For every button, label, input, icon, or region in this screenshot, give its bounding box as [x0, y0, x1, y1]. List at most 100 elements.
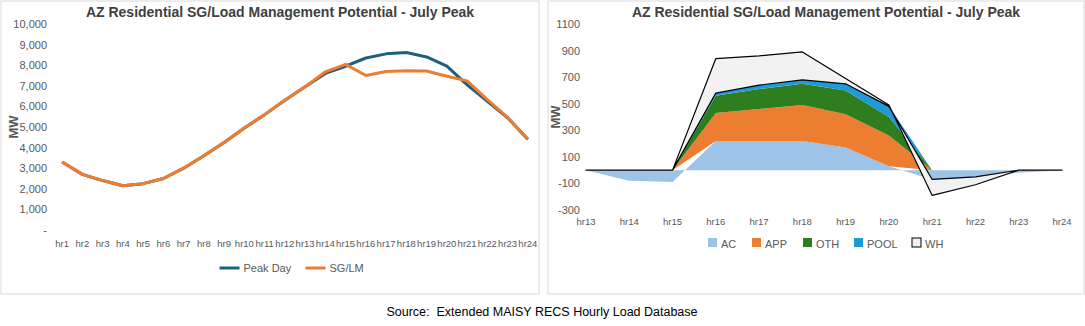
chart: AZ Residential SG/Load Management Potent… — [1, 1, 539, 294]
chart-title: AZ Residential SG/Load Management Potent… — [86, 4, 474, 20]
y-tick-label: -100 — [558, 177, 580, 189]
x-tick-label: hr22 — [966, 216, 985, 227]
source-note: Source: Extended MAISY RECS Hourly Load … — [386, 305, 697, 319]
legend-swatch — [912, 238, 921, 247]
chart-title: AZ Residential SG/Load Management Potent… — [632, 4, 1020, 20]
y-tick — [582, 156, 584, 157]
x-tick-label: hr13 — [296, 238, 315, 249]
series-line — [62, 64, 528, 185]
x-tick-label: hr7 — [177, 238, 191, 249]
x-tick-label: hr17 — [377, 238, 396, 249]
x-tick-label: hr18 — [397, 238, 416, 249]
x-tick-label: hr19 — [836, 216, 855, 227]
x-tick-label: hr17 — [750, 216, 769, 227]
y-tick — [582, 103, 584, 104]
y-tick-label: 1,000 — [19, 203, 47, 215]
series-area — [586, 84, 1062, 170]
legend-label: APP — [765, 238, 787, 250]
y-tick-label: 8,000 — [19, 59, 47, 71]
y-tick — [582, 183, 584, 184]
y-tick — [49, 209, 51, 210]
legend-label: POOL — [867, 238, 898, 250]
legend-label: Peak Day — [244, 262, 292, 274]
y-tick — [582, 210, 584, 211]
y-tick — [49, 106, 51, 107]
x-tick-label: hr16 — [356, 238, 375, 249]
x-tick-label: hr22 — [478, 238, 497, 249]
x-tick-label: hr14 — [620, 216, 639, 227]
plot-area — [62, 52, 528, 185]
y-tick — [49, 65, 51, 66]
x-tick-label: hr11 — [255, 238, 273, 249]
x-tick-label: hr4 — [116, 238, 130, 249]
x-tick-label: hr15 — [336, 238, 355, 249]
x-tick-label: hr20 — [879, 216, 898, 227]
y-tick-label: 300 — [562, 124, 580, 136]
chart-frame — [548, 1, 1084, 294]
y-tick — [582, 50, 584, 51]
legend: AC APP OTH POOL WH — [708, 238, 943, 250]
x-tick-label: hr16 — [706, 216, 725, 227]
y-tick — [49, 147, 51, 148]
x-tick-label: hr14 — [316, 238, 335, 249]
legend-label: WH — [925, 238, 943, 250]
x-tick-label: hr10 — [235, 238, 254, 249]
y-tick-label: -300 — [558, 204, 580, 216]
y-tick-label: 100 — [562, 151, 580, 163]
y-tick-label: 5,000 — [19, 121, 47, 133]
x-tick-label: hr13 — [576, 216, 595, 227]
x-tick-label: hr21 — [458, 238, 477, 249]
y-tick-label: 7,000 — [19, 80, 47, 92]
x-tick-label: hr23 — [1009, 216, 1028, 227]
legend-label: AC — [721, 238, 736, 250]
x-tick-label: hr3 — [96, 238, 110, 249]
y-tick — [582, 130, 584, 131]
legend-label: OTH — [816, 238, 839, 250]
x-tick-label: hr5 — [136, 238, 150, 249]
y-tick — [582, 77, 584, 78]
x-tick-label: hr19 — [417, 238, 436, 249]
x-tick-label: hr24 — [518, 238, 537, 249]
x-tick-label: hr23 — [498, 238, 517, 249]
x-tick-label: hr6 — [157, 238, 171, 249]
x-tick-label: hr8 — [197, 238, 211, 249]
x-tick-label: hr18 — [793, 216, 812, 227]
y-tick-label: 500 — [562, 98, 580, 110]
series-line — [62, 52, 528, 185]
legend-swatch — [854, 238, 863, 247]
series-area — [586, 80, 1062, 170]
y-tick — [49, 44, 51, 45]
legend-swatch — [752, 238, 761, 247]
chart-frame — [1, 1, 539, 294]
x-tick-label: hr12 — [275, 238, 294, 249]
y-tick-label: 3,000 — [19, 162, 47, 174]
chart: AZ Residential SG/Load Management Potent… — [548, 1, 1084, 294]
y-tick-label: 2,000 — [19, 183, 47, 195]
y-tick-label: - — [43, 224, 47, 236]
x-tick-label: hr2 — [76, 238, 90, 249]
y-tick — [49, 127, 51, 128]
y-tick-label: 900 — [562, 45, 580, 57]
y-tick-label: 9,000 — [19, 39, 47, 51]
x-tick-label: hr20 — [437, 238, 456, 249]
x-tick-label: hr15 — [663, 216, 682, 227]
y-tick-label: 6,000 — [19, 100, 47, 112]
y-tick-label: 700 — [562, 71, 580, 83]
legend-swatch — [220, 267, 240, 270]
legend-swatch — [306, 267, 326, 270]
x-tick-label: hr9 — [217, 238, 231, 249]
plot-area — [586, 52, 1062, 195]
legend-label: SG/LM — [330, 262, 364, 274]
series-area — [586, 52, 1062, 195]
y-tick — [49, 24, 51, 25]
page: AZ Residential SG/Load Management Potent… — [0, 0, 1085, 326]
legend: Peak Day SG/LM — [220, 262, 364, 274]
y-tick — [49, 188, 51, 189]
series-area — [586, 105, 1062, 170]
x-tick-label: hr1 — [55, 238, 69, 249]
y-tick — [582, 24, 584, 25]
legend-swatch — [803, 238, 812, 247]
legend-swatch — [708, 238, 717, 247]
y-tick — [49, 168, 51, 169]
x-tick-label: hr24 — [1052, 216, 1071, 227]
